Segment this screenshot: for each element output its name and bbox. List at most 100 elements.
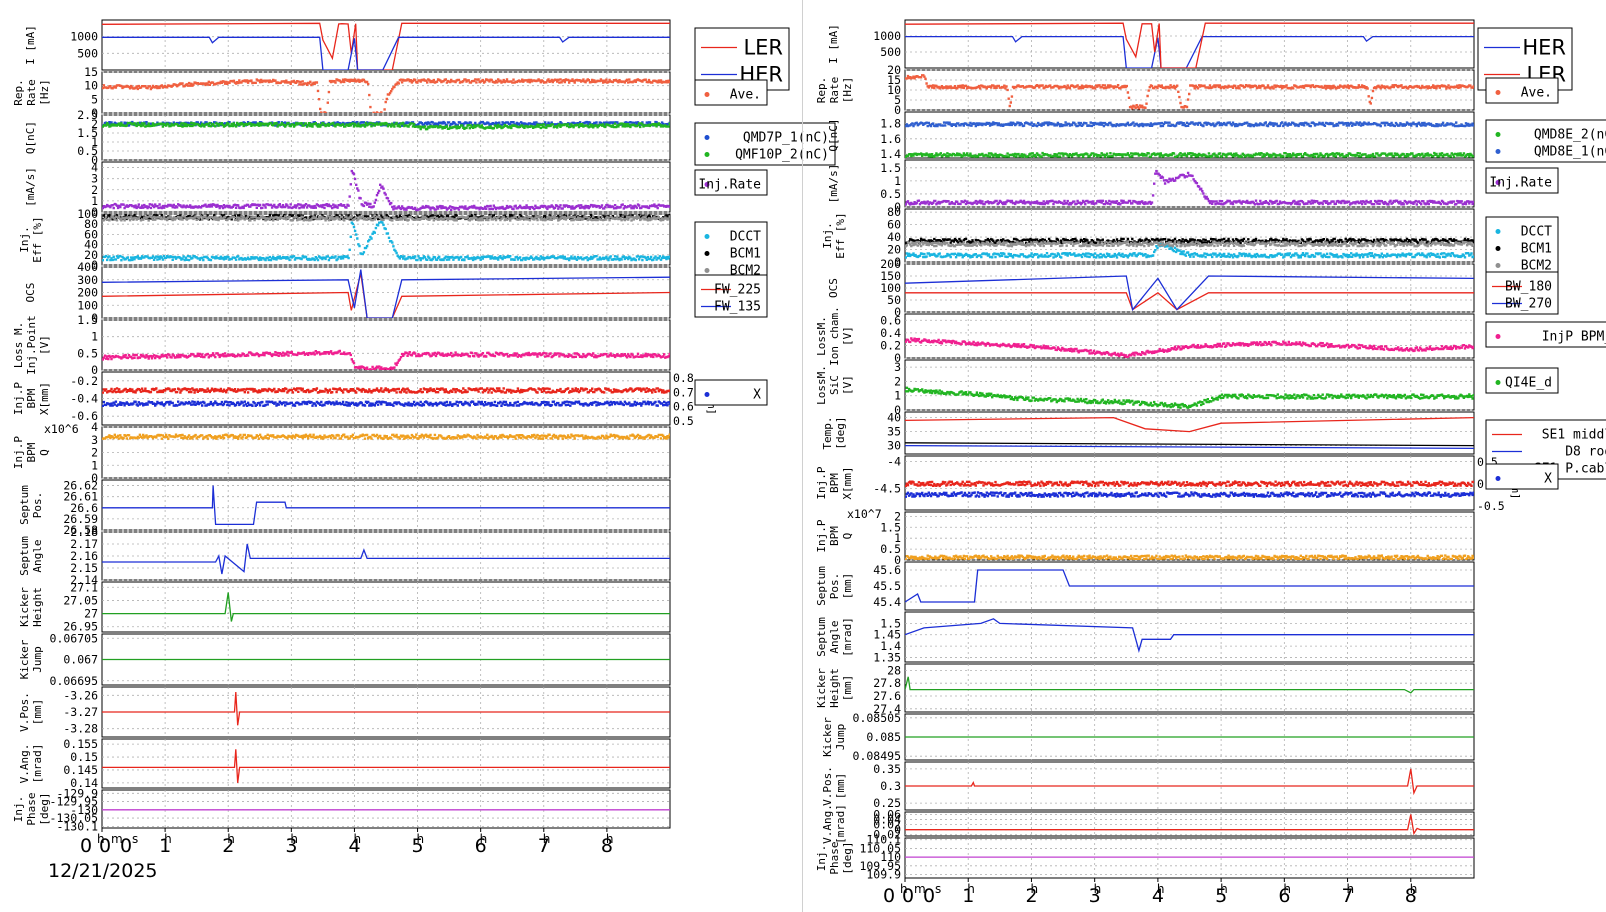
y-tick-label: 0.08495 <box>853 749 901 763</box>
y-tick-label: 1.5 <box>77 313 98 327</box>
y-axis-label: Inj.P <box>12 382 25 415</box>
y-tick-label: 0.067 <box>63 653 98 667</box>
y-axis-label: Inj.P <box>815 519 828 552</box>
y-tick-label: 2 <box>91 117 98 131</box>
legend-marker <box>704 182 710 187</box>
legend-marker <box>1495 334 1501 339</box>
y-tick-label: 100 <box>880 281 901 295</box>
y-axis-label: V.Pos. <box>18 692 31 732</box>
legend-label: BW_270 <box>1505 297 1552 312</box>
series-line-unnamed <box>102 543 670 575</box>
y-axis-label: X[mm] <box>841 466 854 499</box>
panel-frame <box>904 511 1475 561</box>
panel-frame <box>101 738 671 789</box>
x-tick-label: 3 <box>1089 885 1101 907</box>
x-tick-sup: m <box>111 832 123 846</box>
series-group <box>102 214 670 262</box>
series-dots-unnamed <box>102 349 670 370</box>
legend-label: QMD7P_1(nC) <box>743 131 829 146</box>
panel-frame <box>904 313 1475 359</box>
y-axis-label: Jump <box>834 724 847 751</box>
y-axis-label: Q[nC] <box>827 118 840 151</box>
legend-label: BCM1 <box>1521 242 1552 257</box>
y-axis-label: V.Ang. <box>821 804 834 844</box>
y-tick-label: 40 <box>887 230 901 244</box>
y-tick-label: 26.58 <box>63 523 98 537</box>
y-axis-label: I [mA] <box>827 24 840 64</box>
y-tick-label: 0.5 <box>77 346 98 360</box>
series-group <box>905 480 1474 498</box>
x-tick-1-3: 3h <box>1089 878 1101 907</box>
y-tick-label: 0 <box>894 305 901 319</box>
y-axis-label: [V] <box>841 375 854 395</box>
legend-label: QMD8E_2(nC) <box>1534 128 1606 143</box>
x-tick-label: 0 <box>883 885 895 907</box>
y-tick-label: 10 <box>887 83 901 97</box>
y-axis-label: [Hz] <box>38 79 51 106</box>
series-dots-Inj.Rate <box>905 169 1474 206</box>
y-tick-label: 27.1 <box>70 580 98 594</box>
x-tick-sup: s <box>935 882 941 896</box>
series-dots-Ave. <box>905 74 1474 110</box>
y-tick-label: 0.06 <box>873 808 901 822</box>
x-tick-label: 2 <box>1025 885 1037 907</box>
legend-label: QI4E_d <box>1505 376 1552 391</box>
y-axis-label: Q <box>38 449 51 456</box>
y-tick-label: 110 <box>880 850 901 864</box>
x-tick-1-1: 1h <box>962 878 975 907</box>
y-tick-label: 0 <box>894 255 901 269</box>
y-tick-label: 1 <box>91 458 98 472</box>
series-group <box>102 485 670 526</box>
x-tick-label: 6 <box>1278 885 1290 907</box>
y-tick-label: 40 <box>887 411 901 425</box>
y-tick-label: 200 <box>77 286 98 300</box>
series-group <box>905 337 1474 358</box>
panel-frame <box>101 479 671 531</box>
x-tick-sup: h <box>97 832 105 846</box>
y-axis-label: Pos. <box>31 492 44 519</box>
panel-0-phase: -129.9-129.95-130-130.05-130.1 Inj. Phase[… <box>12 786 671 833</box>
y-axis-label: OCS <box>827 278 840 298</box>
legend-label: X <box>1544 472 1552 487</box>
y-axis-label: Rep. <box>815 77 828 104</box>
y-tick-label: 110.05 <box>859 841 901 855</box>
y-tick-label: 100 <box>77 298 98 312</box>
y-tick-label: 27.8 <box>873 676 901 690</box>
x-tick-sup: h <box>1283 882 1291 896</box>
y2-tick-label: -0.5 <box>1477 499 1505 513</box>
y-tick-label: 1.4 <box>880 147 901 161</box>
y-tick-label: 0.155 <box>63 737 98 751</box>
legend-marker <box>1495 246 1501 251</box>
legend-label: QMF10P_2(nC) <box>735 148 829 163</box>
x-tick-label: 5 <box>412 835 424 857</box>
x-tick-label: 4 <box>1152 885 1164 907</box>
x-tick-label: 0 <box>99 835 111 857</box>
y-axis-label: Inj.P <box>12 436 25 469</box>
panel-frame <box>101 789 671 829</box>
legend-label: Inj.Rate <box>698 178 761 193</box>
y-tick-label: 0 <box>894 823 901 837</box>
legend-marker <box>704 135 710 140</box>
legend-box <box>1485 271 1559 315</box>
series-group <box>905 386 1474 409</box>
legend-label: Inj.Rate <box>1489 176 1552 191</box>
y-tick-label: 0.06705 <box>50 631 98 645</box>
y-axis-label: BPM <box>828 473 841 493</box>
y-tick-label: 0.35 <box>873 762 901 776</box>
y-tick-label: -129.95 <box>50 795 98 809</box>
x-tick-1-4: 4h <box>1152 878 1164 907</box>
y-tick-label: 0 <box>91 205 98 219</box>
legend-label: Ave. <box>730 88 761 103</box>
y2-tick-label: 0.8 <box>673 371 694 385</box>
series-group <box>905 618 1474 654</box>
series-line-unnamed <box>102 592 670 622</box>
y-axis-label: Loss M. <box>12 322 25 368</box>
y-tick-label: 1 <box>894 389 901 403</box>
series-group <box>905 237 1474 259</box>
panel-frame <box>904 811 1475 837</box>
